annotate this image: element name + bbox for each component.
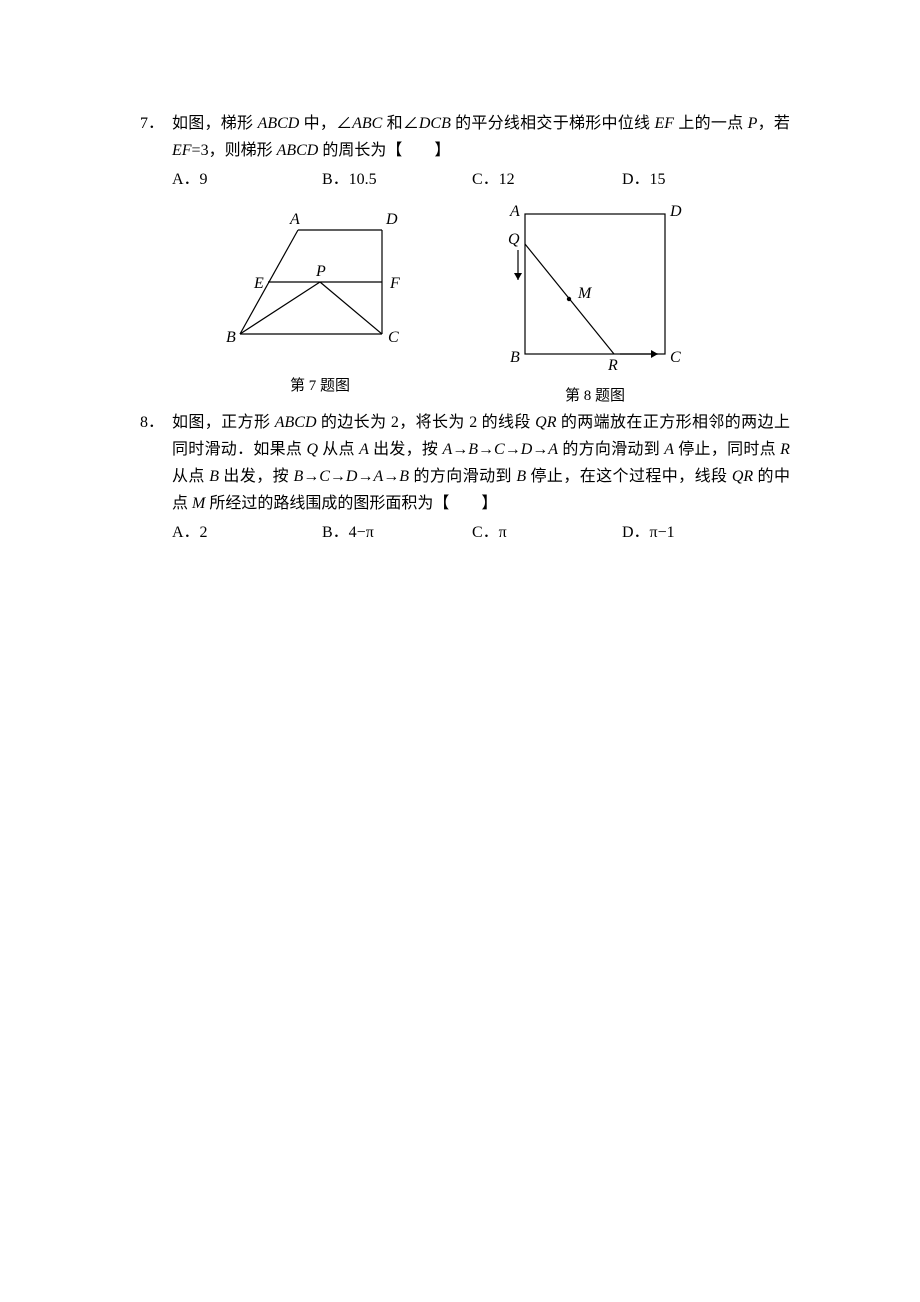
t: 止，在这个过程中，线段 [547, 468, 732, 485]
t: 停 [526, 468, 547, 485]
q7-t: 和∠ [382, 115, 419, 132]
q7-t: ，若 [757, 115, 790, 132]
figures-row: A D E F P B C 第 7 题图 A D B C Q R M 第 8 题图 [140, 202, 790, 405]
svg-text:A: A [509, 203, 520, 220]
q8-body: 如图，正方形 ABCD 的边长为 2，将长为 2 的线段 QR 的两端放在正方形… [172, 409, 790, 518]
svg-text:P: P [315, 263, 326, 280]
svg-text:D: D [385, 211, 398, 228]
t: → [303, 468, 319, 485]
t: → [532, 441, 548, 458]
svg-text:C: C [670, 349, 681, 366]
svg-text:E: E [253, 275, 264, 292]
q7-t: 一点 [711, 115, 748, 132]
q7-option-b: B．10.5 [322, 166, 472, 193]
t: 动到 [627, 441, 664, 458]
svg-text:M: M [577, 285, 593, 302]
i: R [780, 441, 790, 458]
q7-t: 的平分线相交于梯形中位线 [451, 115, 655, 132]
t: 停止，同时点 [674, 441, 780, 458]
t: 的方向滑动到 [409, 468, 516, 485]
q7-i: ABCD [277, 142, 319, 159]
i: B [468, 441, 478, 458]
i: QR [535, 414, 556, 431]
i: B [516, 468, 526, 485]
i: B [209, 468, 219, 485]
q7-caption: 第 7 题图 [290, 374, 350, 395]
q7-i: DCB [419, 115, 451, 132]
q7-i: ABCD [258, 115, 300, 132]
question-8: 8． 如图，正方形 ABCD 的边长为 2，将长为 2 的线段 QR 的两端放在… [140, 409, 790, 547]
question-7: 7． 如图，梯形 ABCD 中，∠ABC 和∠DCB 的平分线相交于梯形中位线 … [140, 110, 790, 194]
q7-i: ABC [352, 115, 382, 132]
t: → [505, 441, 521, 458]
q7-row1: 7． 如图，梯形 ABCD 中，∠ABC 和∠DCB 的平分线相交于梯形中位线 … [140, 110, 790, 164]
i: ABCD [275, 414, 317, 431]
i: D [346, 468, 358, 485]
t: → [330, 468, 346, 485]
svg-text:B: B [510, 349, 520, 366]
i: D [521, 441, 533, 458]
q7-diagram: A D E F P B C [220, 202, 420, 372]
i: C [494, 441, 505, 458]
q7-t: 如图，梯形 [172, 115, 258, 132]
q8-option-c: C．π [472, 519, 622, 546]
svg-text:R: R [607, 357, 618, 374]
t: 如图，正方形 [172, 414, 275, 431]
figure-8: A D B C Q R M 第 8 题图 [480, 202, 710, 405]
q7-number: 7． [140, 110, 172, 137]
i: M [192, 495, 205, 512]
t: → [452, 441, 468, 458]
q7-i: P [748, 115, 758, 132]
q8-options: A．2 B．4−π C．π D．π−1 [140, 519, 790, 546]
q7-option-c: C．12 [472, 166, 622, 193]
q7-t: 的周长为【 】 [318, 142, 450, 159]
t: → [357, 468, 373, 485]
svg-text:B: B [226, 329, 236, 346]
t: → [478, 441, 494, 458]
q8-diagram: A D B C Q R M [480, 202, 710, 382]
t: 出发，按 [369, 441, 443, 458]
q7-options: A．9 B．10.5 C．12 D．15 [140, 166, 790, 193]
svg-text:C: C [388, 329, 399, 346]
t: 从点 [318, 441, 359, 458]
figure-7: A D E F P B C 第 7 题图 [220, 202, 420, 405]
svg-text:A: A [289, 211, 300, 228]
t: 出发，按 [219, 468, 293, 485]
q8-option-a: A．2 [172, 519, 322, 546]
i: A [373, 468, 383, 485]
t: → [383, 468, 399, 485]
i: A [359, 441, 369, 458]
q7-body: 如图，梯形 ABCD 中，∠ABC 和∠DCB 的平分线相交于梯形中位线 EF … [172, 110, 790, 164]
q8-caption: 第 8 题图 [565, 384, 625, 405]
q8-option-d: D．π−1 [622, 519, 772, 546]
t: 的两端放在正方形相 [556, 414, 708, 431]
q7-i: EF [172, 142, 192, 159]
t: 的方向滑 [558, 441, 627, 458]
q8-row: 8． 如图，正方形 ABCD 的边长为 2，将长为 2 的线段 QR 的两端放在… [140, 409, 790, 518]
i: Q [306, 441, 318, 458]
t: 所经过的路线围成的图形面积为【 】 [205, 495, 497, 512]
q7-t: 中，∠ [299, 115, 352, 132]
i: A [548, 441, 558, 458]
q7-i: EF [655, 115, 675, 132]
svg-text:Q: Q [508, 231, 520, 248]
i: B [293, 468, 303, 485]
t: 从点 [172, 468, 209, 485]
i: A [442, 441, 452, 458]
i: C [319, 468, 330, 485]
i: QR [732, 468, 753, 485]
svg-text:F: F [389, 275, 400, 292]
i: B [399, 468, 409, 485]
page: 7． 如图，梯形 ABCD 中，∠ABC 和∠DCB 的平分线相交于梯形中位线 … [0, 0, 920, 1302]
q7-option-d: D．15 [622, 166, 772, 193]
t: 的边长为 2，将长为 2 的线段 [317, 414, 536, 431]
q7-t: =3，则梯形 [192, 142, 277, 159]
q8-option-b: B．4−π [322, 519, 472, 546]
i: A [664, 441, 674, 458]
q7-option-a: A．9 [172, 166, 322, 193]
q8-number: 8． [140, 409, 172, 436]
q7-t: 上的 [674, 115, 711, 132]
svg-text:D: D [669, 203, 682, 220]
